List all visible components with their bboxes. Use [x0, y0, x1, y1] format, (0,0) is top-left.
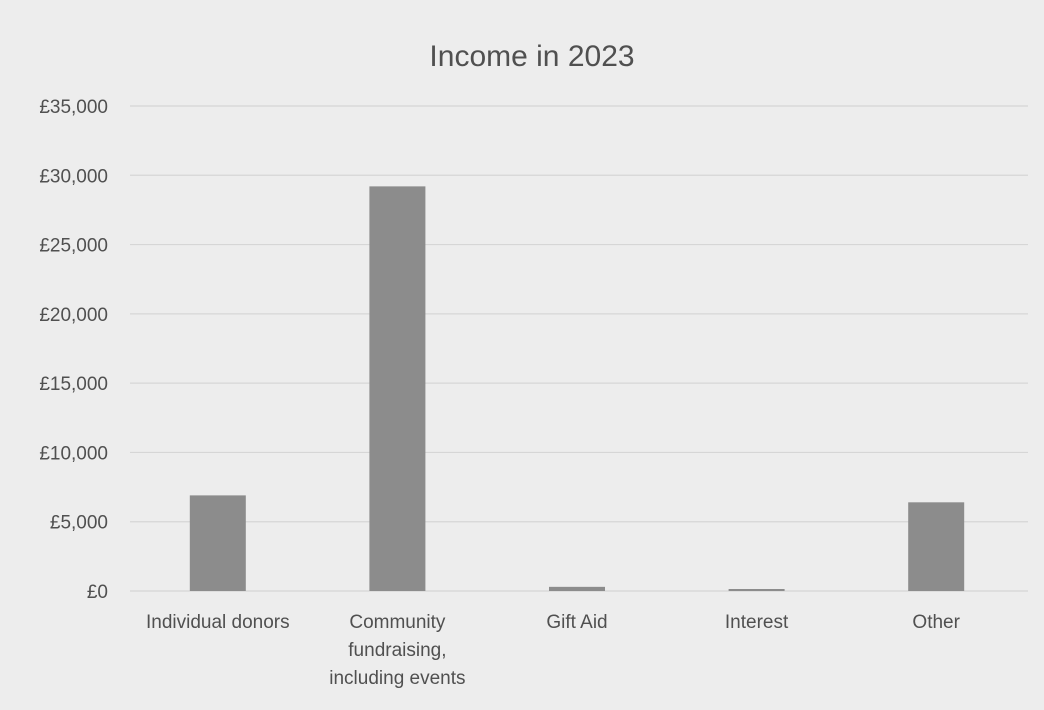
bar: [189, 495, 246, 591]
gridlines: [130, 105, 1028, 592]
bar: [369, 186, 426, 591]
bar: [549, 586, 605, 591]
bar: [728, 589, 785, 591]
x-category-label: Gift Aid: [546, 612, 607, 633]
x-category-label-line: Other: [912, 612, 960, 633]
x-category-label: Community fundraising, including events: [329, 612, 465, 689]
y-tick-label: £30,000: [39, 166, 108, 187]
x-category-label: Individual donors: [146, 612, 290, 633]
x-category-label-line: Interest: [725, 612, 789, 633]
x-category-label-line: Community: [349, 612, 446, 633]
y-tick-label: £15,000: [39, 374, 108, 395]
x-category-label: Interest: [725, 612, 789, 633]
x-category-label-line: Gift Aid: [546, 612, 607, 633]
x-axis-labels: Individual donors Community fundraising, in…: [146, 612, 961, 689]
bar: [908, 502, 965, 591]
y-tick-label: £25,000: [39, 236, 108, 257]
y-tick-label: £0: [87, 582, 108, 603]
x-category-label-line: including events: [329, 668, 465, 689]
y-tick-label: £35,000: [39, 97, 108, 118]
x-category-label-line: fundraising,: [348, 640, 446, 661]
y-tick-label: £20,000: [39, 305, 108, 326]
x-category-label-line: Individual donors: [146, 612, 290, 633]
chart-title: Income in 2023: [429, 40, 634, 73]
y-tick-label: £5,000: [50, 513, 108, 534]
x-category-label: Other: [912, 612, 960, 633]
y-tick-label: £10,000: [39, 443, 108, 464]
y-axis-ticks: £0 £5,000 £10,000 £15,000 £20,000 £25,000 £30,…: [39, 97, 108, 603]
bars: [189, 186, 965, 591]
